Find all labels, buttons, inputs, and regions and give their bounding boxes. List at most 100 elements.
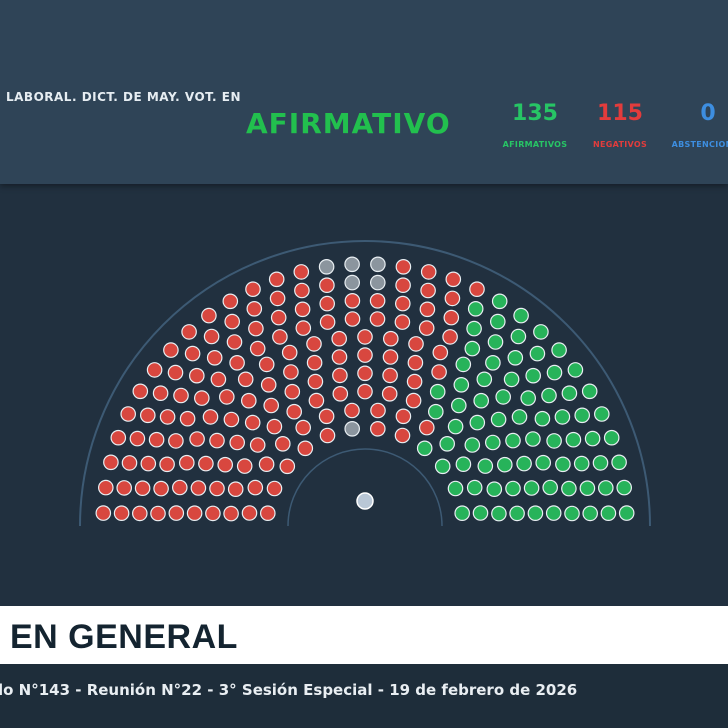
seat	[584, 430, 601, 447]
seat	[357, 329, 373, 345]
seat	[533, 324, 549, 340]
seat	[344, 256, 360, 273]
seat	[487, 334, 504, 350]
chamber-outer-arc	[79, 240, 651, 527]
seat	[408, 336, 424, 352]
seat	[439, 435, 455, 452]
seat	[186, 505, 203, 521]
seat	[249, 437, 266, 453]
seat	[236, 458, 253, 474]
seat	[297, 440, 314, 457]
seat	[269, 290, 286, 307]
seat	[455, 356, 472, 373]
seat	[331, 330, 347, 347]
presidency-seat	[356, 492, 374, 510]
seat	[319, 277, 335, 293]
seat	[555, 456, 571, 473]
seat	[153, 480, 169, 497]
seat	[129, 430, 146, 447]
seat	[485, 355, 501, 371]
seat	[266, 418, 283, 435]
seat	[258, 456, 275, 472]
seat	[484, 434, 501, 451]
seat	[490, 411, 507, 428]
seat	[181, 324, 197, 340]
seat	[344, 311, 361, 327]
seat	[432, 344, 449, 361]
seat	[394, 427, 411, 444]
seat	[279, 458, 296, 475]
count-afirmativos-label: AFIRMATIVOS	[502, 140, 568, 149]
seat	[369, 293, 386, 309]
seat	[429, 383, 446, 400]
vote-type-banner: EN GENERAL	[0, 606, 728, 664]
seat	[168, 433, 184, 449]
seat	[600, 505, 617, 521]
seat	[395, 259, 412, 275]
seat	[564, 505, 580, 522]
seat	[546, 433, 562, 449]
seat	[202, 409, 219, 425]
count-afirmativos: 135 AFIRMATIVOS	[494, 101, 576, 149]
seat	[455, 456, 472, 472]
seat	[545, 505, 562, 521]
seat	[503, 371, 520, 388]
seat	[209, 480, 225, 497]
seat	[416, 440, 433, 457]
seat	[295, 320, 312, 336]
seat	[447, 480, 464, 497]
seat	[486, 481, 503, 497]
seat	[318, 408, 335, 425]
seat	[523, 480, 540, 496]
seat	[272, 329, 288, 345]
count-negativos-value: 115	[597, 101, 643, 126]
seat	[420, 264, 437, 280]
seat	[370, 402, 386, 419]
seat	[248, 320, 264, 337]
seat	[227, 481, 244, 497]
seat	[611, 454, 627, 471]
seat	[168, 505, 185, 521]
seat	[420, 282, 436, 299]
seat	[406, 373, 423, 390]
seat	[419, 301, 436, 318]
seat	[464, 340, 481, 357]
seat	[464, 437, 481, 453]
count-negativos: 115 NEGATIVOS	[585, 101, 655, 149]
seat	[529, 345, 546, 362]
seat	[190, 480, 207, 496]
seat	[209, 432, 225, 449]
seat	[163, 342, 179, 358]
seat	[263, 397, 279, 414]
seat	[444, 290, 461, 307]
seat	[467, 301, 484, 317]
seat	[542, 479, 558, 496]
seat	[369, 421, 386, 437]
seat	[308, 392, 325, 409]
seat	[535, 454, 551, 471]
session-info-bar: lo N°143 - Reunión N°22 - 3° Sesión Espe…	[0, 664, 728, 728]
seat	[395, 277, 411, 293]
seat	[319, 295, 335, 312]
seat	[259, 505, 276, 521]
seat	[344, 402, 360, 419]
seat	[579, 480, 596, 496]
seat	[618, 505, 635, 521]
seat	[189, 431, 205, 447]
seat	[357, 347, 373, 363]
seat	[510, 328, 527, 345]
seat	[241, 505, 258, 521]
seat	[592, 455, 609, 471]
seat	[241, 392, 257, 409]
seat	[472, 505, 489, 521]
seat	[306, 354, 323, 371]
seat	[476, 371, 493, 388]
seat	[565, 431, 582, 448]
seat	[294, 301, 311, 318]
seat	[229, 355, 245, 371]
seat	[382, 330, 399, 347]
seat	[554, 409, 571, 425]
seat	[405, 392, 422, 409]
seat	[453, 377, 470, 393]
seat	[505, 432, 521, 449]
